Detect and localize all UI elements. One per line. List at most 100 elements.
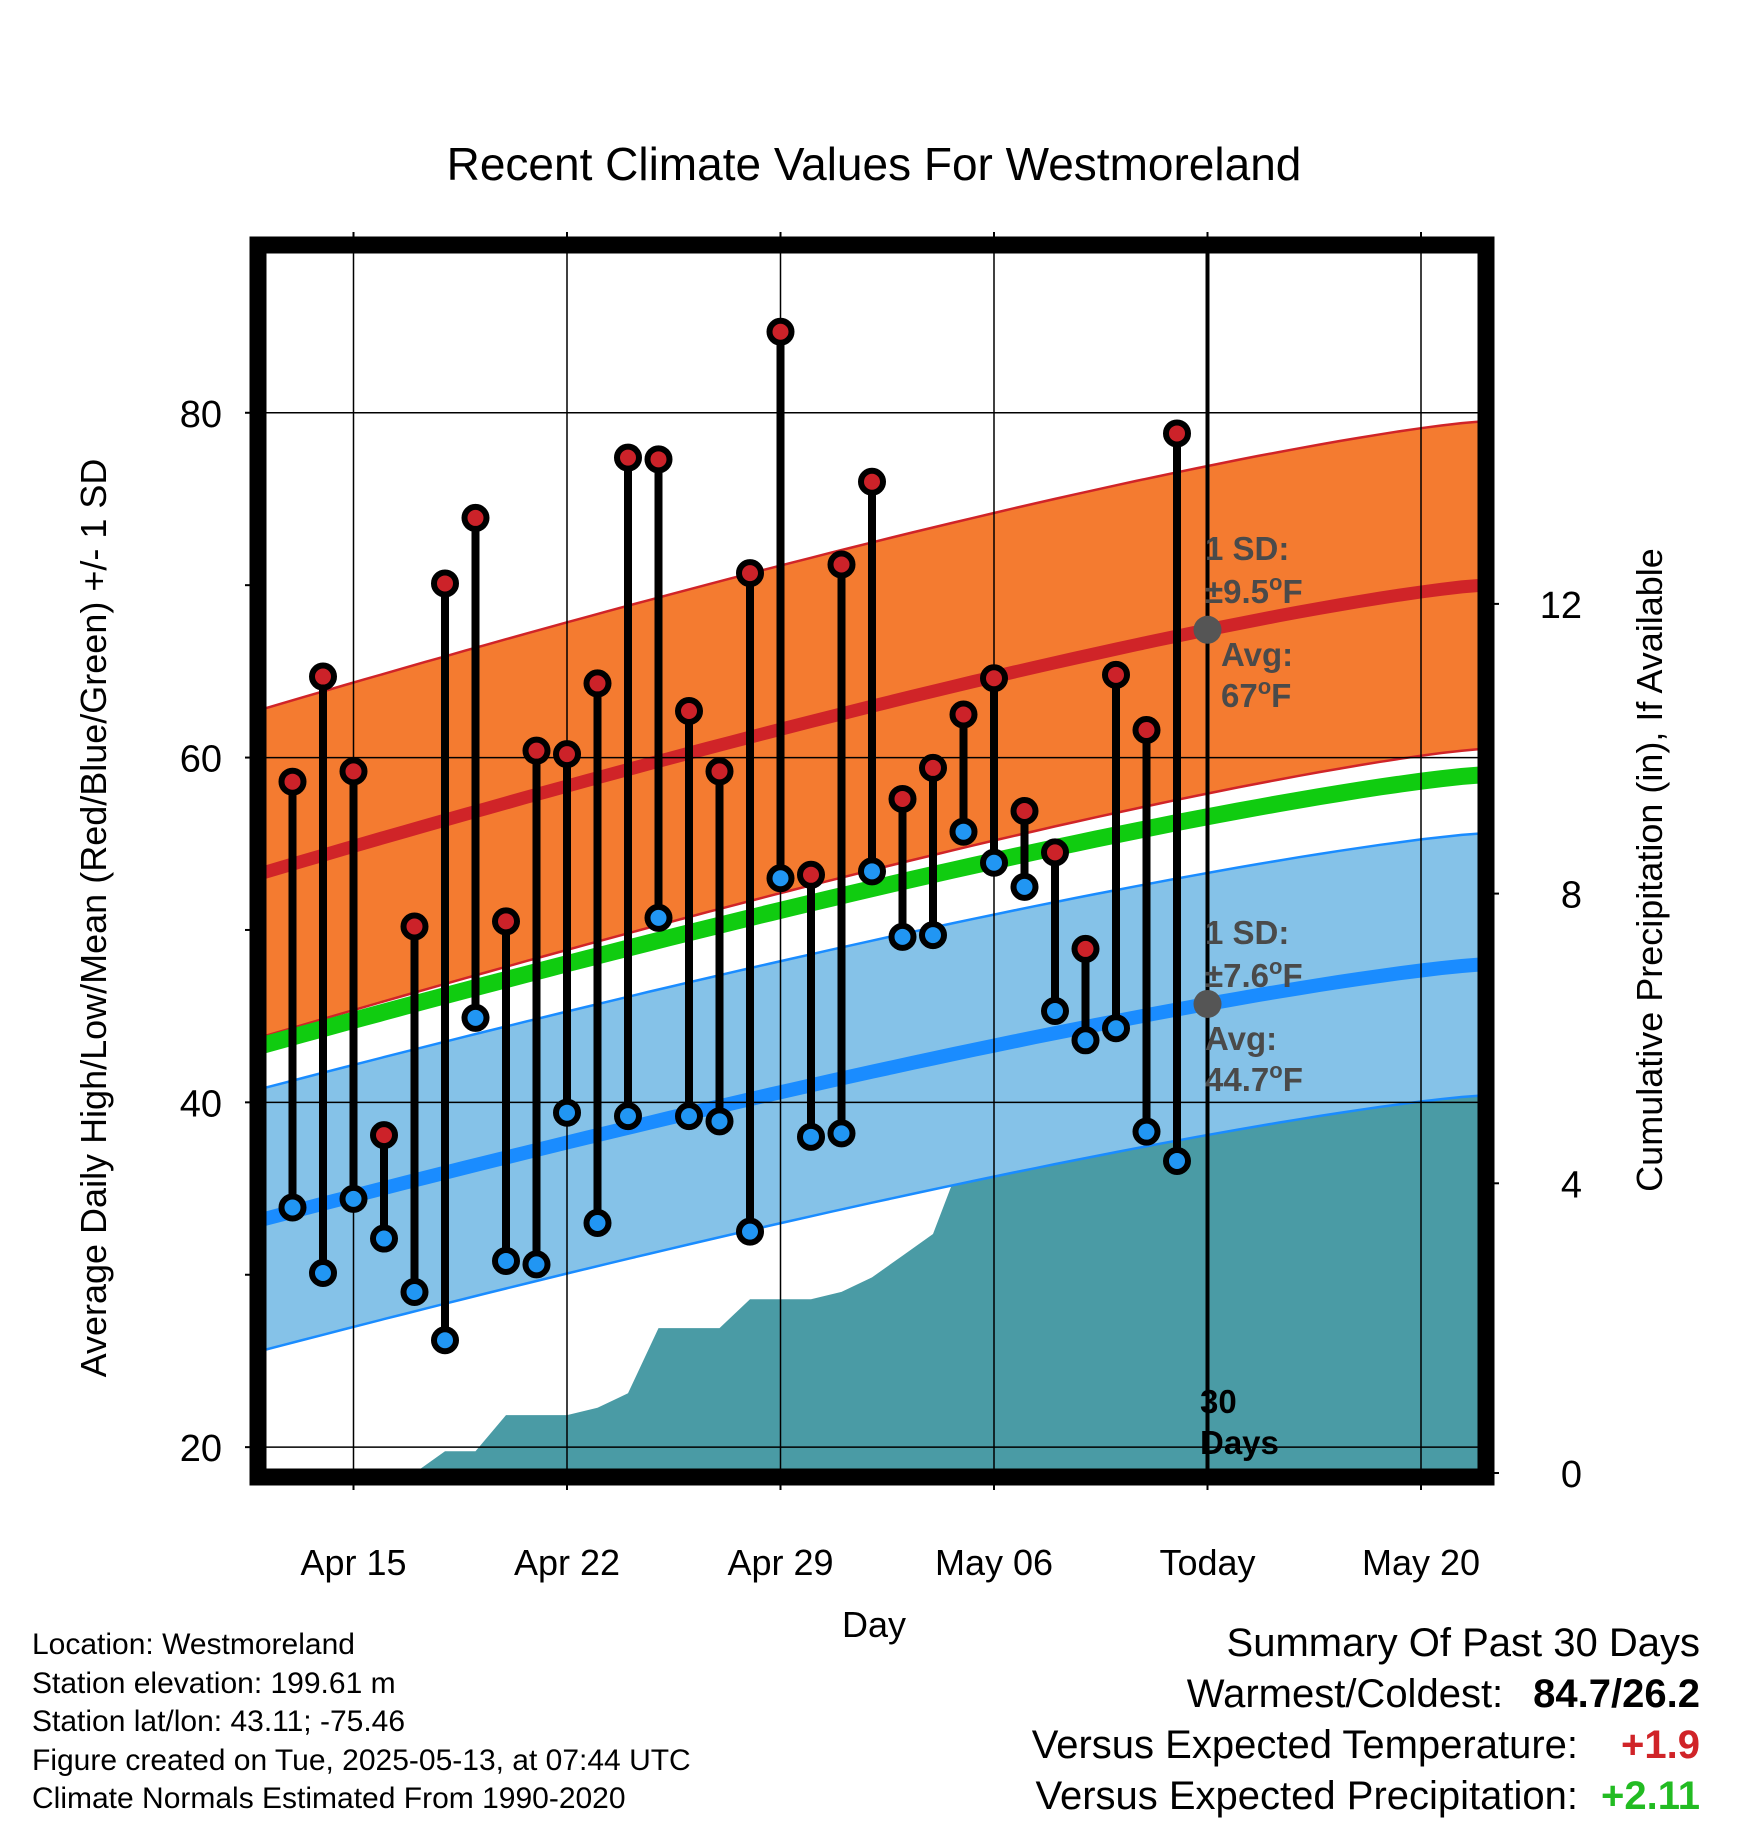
- daily-high-point: [827, 550, 856, 579]
- y2-tick-label: 4: [1561, 1164, 1582, 1206]
- daily-low-point: [492, 1246, 520, 1275]
- daily-high-point: [370, 1121, 398, 1150]
- daily-high-point: [278, 767, 307, 796]
- temp-departure-value: +1.9: [1621, 1723, 1700, 1767]
- daily-low-point: [980, 848, 1008, 877]
- daily-low-point: [736, 1217, 764, 1246]
- daily-high-point: [1102, 660, 1130, 689]
- daily-high-point: [492, 907, 520, 936]
- y-tick-label: 40: [180, 1083, 222, 1125]
- daily-high-point: [522, 736, 551, 765]
- daily-high-point: [431, 569, 459, 598]
- daily-low-point: [827, 1119, 856, 1148]
- daily-low-point: [1041, 996, 1069, 1025]
- x-tick-label: May 20: [1362, 1542, 1480, 1583]
- precip-departure-label: Versus Expected Precipitation:: [1035, 1774, 1578, 1818]
- y2-axis-label: Cumulative Precipitation (in), If Availa…: [1629, 548, 1670, 1192]
- today-low-normal-marker: [1193, 989, 1222, 1018]
- temp-departure-row: Versus Expected Temperature: +1.9: [1032, 1720, 1700, 1771]
- daily-high-point: [736, 559, 764, 588]
- elevation-text: Station elevation: 199.61 m: [32, 1666, 396, 1700]
- daily-low-point: [1132, 1117, 1161, 1146]
- y2-tick-label: 0: [1561, 1454, 1582, 1496]
- daily-low-point: [858, 857, 886, 886]
- daily-high-point: [858, 467, 886, 496]
- daily-low-point: [1163, 1146, 1191, 1175]
- x-tick-label: Apr 29: [727, 1542, 833, 1583]
- daily-high-point: [461, 503, 490, 532]
- high-avg-label: Avg:: [1221, 636, 1293, 673]
- warm-cold-value: 84.7/26.2: [1533, 1672, 1700, 1716]
- daily-high-point: [583, 669, 612, 698]
- daily-high-point: [339, 757, 368, 786]
- warm-cold-row: Warmest/Coldest: 84.7/26.2: [1032, 1669, 1700, 1720]
- low-avg-label: Avg:: [1205, 1020, 1277, 1057]
- daily-low-point: [644, 903, 673, 932]
- daily-low-point: [949, 817, 978, 846]
- y-tick-label: 80: [180, 394, 222, 436]
- daily-high-point: [1071, 934, 1100, 963]
- daily-high-point: [1163, 419, 1191, 448]
- daily-low-point: [614, 1102, 642, 1131]
- y2-tick-label: 12: [1540, 585, 1582, 627]
- daily-low-point: [797, 1122, 825, 1151]
- days-count-label: 30: [1200, 1383, 1237, 1420]
- daily-high-point: [980, 664, 1008, 693]
- warm-cold-label: Warmest/Coldest:: [1186, 1672, 1504, 1716]
- y-tick-label: 60: [180, 739, 222, 781]
- daily-high-point: [309, 662, 337, 691]
- low-sd-label: 1 SD:: [1205, 914, 1289, 951]
- today-high-normal-marker: [1193, 615, 1222, 644]
- daily-high-point: [705, 757, 734, 786]
- daily-high-point: [1132, 715, 1161, 744]
- precip-departure-row: Versus Expected Precipitation: +2.11: [1032, 1771, 1700, 1822]
- daily-high-point: [797, 860, 825, 889]
- daily-high-point: [1041, 838, 1069, 867]
- daily-low-point: [1010, 872, 1039, 901]
- daily-low-point: [309, 1259, 337, 1288]
- high-sd-label: 1 SD:: [1205, 530, 1289, 567]
- daily-low-point: [919, 921, 947, 950]
- y-axis-label: Average Daily High/Low/Mean (Red/Blue/Gr…: [73, 459, 114, 1378]
- plot-frame: [249, 236, 1495, 1486]
- latlon-text: Station lat/lon: 43.11; -75.46: [32, 1705, 406, 1738]
- high-avg-value: 67oF: [1221, 674, 1291, 714]
- daily-high-point: [949, 700, 978, 729]
- high-sd-value: ±9.5oF: [1205, 570, 1303, 610]
- daily-low-point: [553, 1098, 581, 1127]
- daily-low-point: [522, 1250, 551, 1279]
- x-tick-label: May 06: [935, 1542, 1053, 1583]
- daily-low-point: [278, 1193, 307, 1222]
- daily-low-point: [370, 1224, 398, 1253]
- summary-heading: Summary Of Past 30 Days: [1226, 1621, 1700, 1665]
- days-word-label: Days: [1200, 1424, 1279, 1461]
- low-normal-line: [262, 957, 1482, 1227]
- daily-low-point: [1071, 1026, 1100, 1055]
- daily-high-point: [766, 317, 795, 346]
- location-text: Location: Westmoreland: [32, 1628, 355, 1661]
- daily-high-point: [919, 753, 947, 782]
- daily-low-point: [888, 922, 917, 951]
- daily-high-point: [553, 740, 581, 769]
- daily-high-point: [400, 912, 429, 941]
- normals-text: Climate Normals Estimated From 1990-2020: [32, 1782, 626, 1815]
- summary-panel: Summary Of Past 30 Days Warmest/Coldest:…: [1032, 1618, 1700, 1822]
- y2-tick-label: 8: [1561, 875, 1582, 917]
- y-tick-label: 20: [180, 1428, 222, 1470]
- x-axis-label: Day: [842, 1604, 906, 1645]
- low-sd-value: ±7.6oF: [1205, 954, 1303, 994]
- daily-low-point: [431, 1326, 459, 1355]
- daily-low-point: [766, 864, 795, 893]
- daily-low-point: [461, 1003, 490, 1032]
- daily-low-point: [675, 1102, 703, 1131]
- created-text: Figure created on Tue, 2025-05-13, at 07…: [32, 1743, 691, 1777]
- station-info: Location: Westmoreland Station elevation…: [32, 1626, 691, 1819]
- x-tick-label: Today: [1159, 1542, 1255, 1583]
- x-tick-label: Apr 15: [300, 1542, 406, 1583]
- temp-departure-label: Versus Expected Temperature:: [1031, 1723, 1578, 1767]
- x-tick-label: Apr 22: [514, 1542, 620, 1583]
- chart-title: Recent Climate Values For Westmoreland: [447, 138, 1302, 190]
